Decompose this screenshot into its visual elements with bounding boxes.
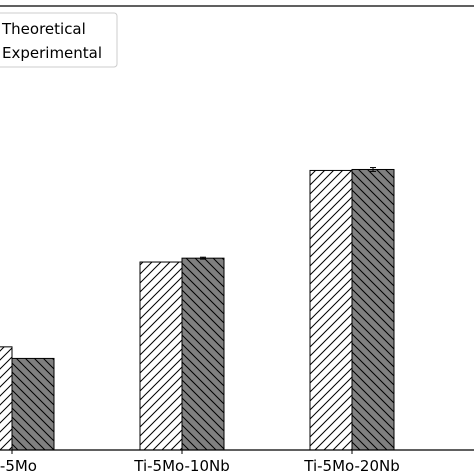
- bars-group: [0, 168, 395, 451]
- bar-theoretical-2: [309, 169, 353, 451]
- bar-theoretical-1: [139, 261, 183, 451]
- error-bar-experimental-1: [200, 256, 206, 260]
- error-bars-group: [200, 167, 376, 260]
- legend-label-theoretical: Theoretical: [1, 20, 86, 38]
- legend-label-experimental: Experimental: [2, 44, 102, 62]
- x-tick-label-0: Ti-5Mo: [0, 457, 37, 474]
- bar-experimental-0: [11, 357, 55, 451]
- x-tick-label-2: Ti-5Mo-20Nb: [303, 457, 399, 474]
- bar-experimental-1: [181, 257, 225, 451]
- legend: Theoretical Experimental: [0, 12, 118, 68]
- legend-frame: [0, 12, 118, 68]
- bar-experimental-2: [351, 168, 395, 451]
- bar-theoretical-0: [0, 346, 13, 451]
- x-tick-label-1: Ti-5Mo-10Nb: [133, 457, 229, 474]
- error-bar-experimental-2: [370, 167, 376, 172]
